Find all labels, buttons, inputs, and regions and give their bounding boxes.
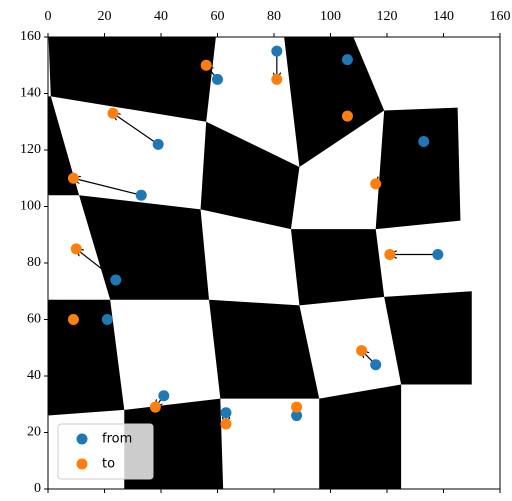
x-tick-label: 140 (433, 9, 454, 24)
point (158, 390, 170, 402)
point (220, 407, 232, 419)
arrow (376, 141, 425, 184)
points (67, 45, 444, 430)
arrow (113, 113, 159, 145)
y-tick-label: 20 (27, 425, 41, 440)
legend: from to (57, 423, 154, 480)
y-tick-label: 0 (34, 481, 41, 496)
x-tick-label: 60 (211, 9, 225, 24)
point (418, 136, 430, 148)
point (70, 243, 82, 255)
checker-cell (290, 229, 385, 306)
y-tick-label: 60 (27, 312, 41, 327)
checker-cell (284, 37, 385, 167)
checker-cell (375, 107, 461, 230)
checker-cell (48, 96, 80, 196)
axes: 0 20 40 60 80 100 120 140 160 0 20 40 60 80 100 120 140 1… (20, 9, 511, 496)
checker-cell (79, 195, 210, 300)
point (67, 172, 79, 184)
checker-cell (384, 291, 472, 385)
point (370, 178, 382, 190)
point (356, 345, 368, 357)
point (271, 73, 283, 85)
point (200, 59, 212, 71)
checker-cell (48, 299, 125, 416)
point (101, 314, 113, 325)
x-tick-label: 80 (267, 9, 281, 24)
y-tick-label: 140 (20, 86, 41, 101)
point (341, 54, 353, 66)
point (384, 249, 396, 261)
checkerboard-image (48, 37, 472, 489)
y-tick-label: 120 (20, 142, 41, 157)
checker-cell (209, 299, 320, 399)
point (110, 274, 122, 286)
point (341, 110, 353, 122)
x-tick-label: 120 (377, 9, 398, 24)
arrow (76, 249, 117, 281)
point (212, 73, 223, 85)
y-tick-label: 160 (20, 29, 41, 44)
checker-cell (200, 121, 300, 230)
y-tick-label: 100 (20, 199, 41, 214)
x-tick-label: 20 (98, 9, 112, 24)
legend-label: to (102, 457, 115, 472)
point (67, 314, 79, 325)
checker-cell (48, 37, 216, 122)
checker-cell (319, 384, 402, 489)
y-tick-label: 80 (27, 255, 41, 270)
x-tick-label: 100 (320, 9, 341, 24)
x-tick-label: 160 (490, 9, 511, 24)
point (149, 401, 161, 413)
point (271, 45, 283, 57)
point (135, 189, 147, 201)
point (291, 410, 303, 422)
arrow (73, 178, 142, 196)
legend-marker (76, 458, 88, 470)
legend-label: from (102, 432, 132, 447)
point (370, 359, 382, 371)
point (107, 107, 119, 119)
x-tick-label: 0 (45, 9, 52, 24)
y-tick-label: 40 (27, 368, 41, 383)
point (291, 401, 303, 413)
point (432, 249, 444, 261)
point (220, 418, 232, 430)
x-tick-label: 40 (154, 9, 168, 24)
legend-marker (76, 433, 88, 445)
point (152, 138, 164, 150)
